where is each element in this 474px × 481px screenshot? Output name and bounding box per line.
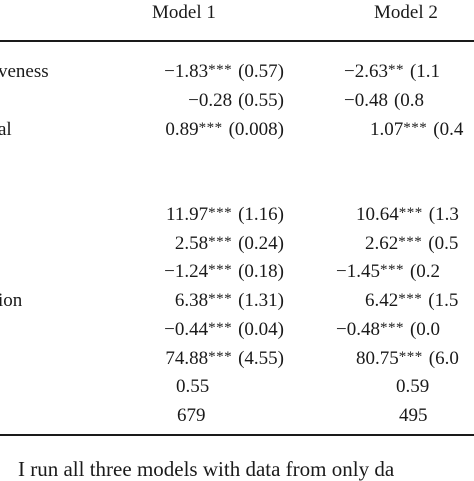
significance-stars: *** bbox=[398, 234, 423, 250]
significance-stars: *** bbox=[398, 205, 423, 221]
row-label-1: veness bbox=[0, 61, 49, 82]
table-row-4-model-2: 10.64*** (1.3 bbox=[356, 205, 459, 224]
table-row-4-model-1: 11.97*** (1.16) bbox=[166, 205, 284, 224]
coefficient: 74.88 bbox=[165, 348, 209, 369]
coefficient: 2.62 bbox=[365, 233, 399, 254]
significance-stars: *** bbox=[379, 320, 404, 336]
bottom-rule bbox=[0, 434, 474, 436]
table-note: I run all three models with data from on… bbox=[18, 457, 395, 481]
table-row-7-model-2: 6.42*** (1.5 bbox=[365, 291, 458, 310]
significance-stars: *** bbox=[208, 62, 233, 78]
standard-error: (0.008) bbox=[228, 119, 284, 140]
coefficient: 6.42 bbox=[365, 290, 399, 311]
table-row-5-model-1: 2.58*** (0.24) bbox=[175, 234, 284, 253]
standard-error: (0.0 bbox=[409, 319, 441, 340]
coefficient: 80.75 bbox=[356, 348, 399, 369]
standard-error: (1.31) bbox=[238, 290, 284, 311]
coefficient: 11.97 bbox=[166, 204, 209, 225]
significance-stars: *** bbox=[208, 349, 233, 365]
row-label-9: ion bbox=[0, 290, 23, 311]
standard-error: (6.0 bbox=[428, 348, 459, 369]
table-row-6-model-2: −1.45*** (0.2 bbox=[336, 262, 440, 281]
table-row-3-model-1: 0.89*** (0.008) bbox=[165, 120, 284, 139]
coefficient: 6.38 bbox=[174, 290, 209, 311]
standard-error: (1.1 bbox=[409, 61, 441, 82]
table-row-6-model-1: −1.24*** (0.18) bbox=[164, 262, 284, 281]
coefficient: −0.48 bbox=[344, 90, 388, 111]
n-model-2: 495 bbox=[399, 405, 428, 426]
standard-error: (0.4 bbox=[433, 119, 464, 140]
coefficient: −0.44 bbox=[164, 319, 209, 340]
r-squared-model-2: 0.59 bbox=[396, 376, 430, 397]
coefficient: −2.63 bbox=[344, 61, 388, 82]
column-header-model-2: Model 2 bbox=[374, 2, 438, 23]
table-row-1-model-1: −1.83*** (0.57) bbox=[164, 62, 284, 81]
table-row-9-model-1: 74.88*** (4.55) bbox=[165, 349, 284, 368]
significance-stars: *** bbox=[198, 120, 223, 136]
table-row-3-model-2: 1.07*** (0.4 bbox=[370, 120, 463, 139]
significance-stars: ** bbox=[387, 62, 404, 78]
significance-stars: *** bbox=[398, 291, 423, 307]
standard-error: (1.16) bbox=[238, 204, 284, 225]
standard-error: (1.5 bbox=[428, 290, 459, 311]
coefficient: 0.89 bbox=[165, 119, 199, 140]
significance-stars: *** bbox=[379, 262, 404, 278]
coefficient: −1.24 bbox=[164, 261, 209, 282]
standard-error: (0.5 bbox=[428, 233, 459, 254]
n-model-1: 679 bbox=[177, 405, 206, 426]
table-row-7-model-1: 6.38*** (1.31) bbox=[175, 291, 284, 310]
significance-stars: *** bbox=[208, 320, 233, 336]
significance-stars: *** bbox=[208, 291, 233, 307]
significance-stars: *** bbox=[398, 349, 423, 365]
standard-error: (4.55) bbox=[238, 348, 284, 369]
significance-stars: *** bbox=[208, 205, 233, 221]
table-row-2-model-1: −0.28 (0.55) bbox=[188, 91, 284, 110]
coefficient: −1.45 bbox=[336, 261, 380, 282]
standard-error: (0.8 bbox=[393, 90, 425, 111]
standard-error: (0.57) bbox=[238, 61, 284, 82]
standard-error: (0.18) bbox=[238, 261, 284, 282]
significance-stars: *** bbox=[208, 234, 233, 250]
standard-error: (0.04) bbox=[238, 319, 284, 340]
standard-error: (0.24) bbox=[238, 233, 284, 254]
table-row-8-model-1: −0.44*** (0.04) bbox=[164, 320, 284, 339]
table-row-1-model-2: −2.63** (1.1 bbox=[344, 62, 440, 81]
coefficient: 10.64 bbox=[356, 204, 399, 225]
coefficient: 2.58 bbox=[174, 233, 209, 254]
table-row-5-model-2: 2.62*** (0.5 bbox=[365, 234, 458, 253]
standard-error: (0.2 bbox=[409, 261, 441, 282]
table-row-8-model-2: −0.48*** (0.0 bbox=[336, 320, 440, 339]
coefficient: −0.28 bbox=[188, 90, 233, 111]
coefficient: 1.07 bbox=[370, 119, 404, 140]
header-rule bbox=[0, 40, 474, 42]
coefficient: −1.83 bbox=[164, 61, 209, 82]
standard-error: (0.55) bbox=[238, 90, 284, 111]
table-row-2-model-2: −0.48 (0.8 bbox=[344, 91, 424, 110]
table-row-9-model-2: 80.75*** (6.0 bbox=[356, 349, 459, 368]
r-squared-model-1: 0.55 bbox=[176, 376, 210, 397]
significance-stars: *** bbox=[208, 262, 233, 278]
significance-stars: *** bbox=[403, 120, 428, 136]
standard-error: (1.3 bbox=[428, 204, 459, 225]
coefficient: −0.48 bbox=[336, 319, 380, 340]
row-label-3: al bbox=[0, 119, 12, 140]
column-header-model-1: Model 1 bbox=[152, 2, 216, 23]
